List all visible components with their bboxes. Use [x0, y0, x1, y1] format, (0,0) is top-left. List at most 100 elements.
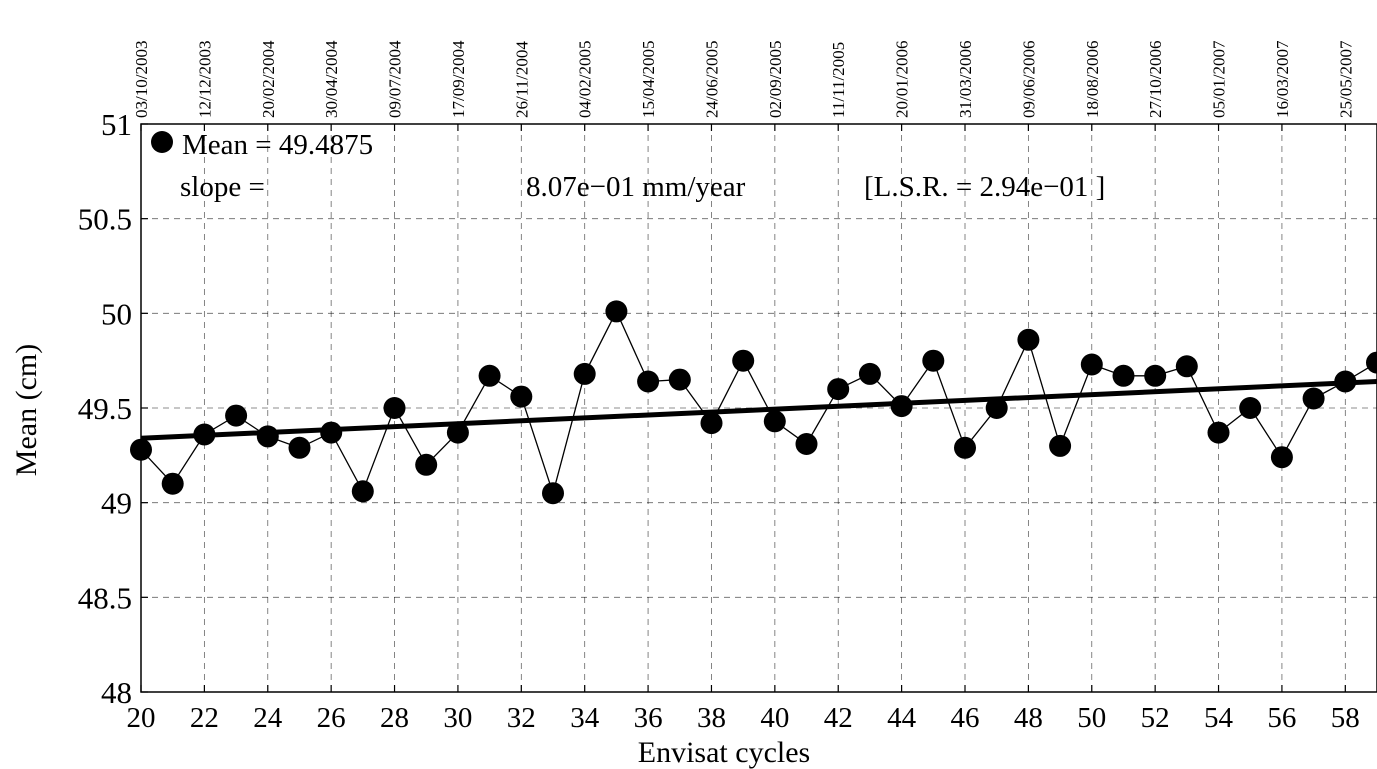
- y-tick-label: 48: [101, 675, 132, 710]
- data-point: [1366, 351, 1377, 374]
- data-point: [320, 421, 343, 444]
- y-tick-label: 49.5: [78, 391, 132, 426]
- x-tick-label: 24: [253, 702, 283, 734]
- top-date-label: 04/02/2005: [576, 41, 595, 118]
- data-point: [1334, 370, 1357, 393]
- data-point: [827, 378, 850, 401]
- top-date-label: 09/07/2004: [386, 40, 405, 118]
- x-tick-label: 22: [190, 702, 219, 734]
- y-axis-title: Mean (cm): [10, 344, 43, 476]
- series: [130, 300, 1377, 505]
- x-tick-label: 34: [570, 702, 600, 734]
- data-point: [446, 421, 469, 444]
- top-date-label: 16/03/2007: [1273, 40, 1292, 118]
- x-tick-label: 30: [443, 702, 472, 734]
- top-date-label: 12/12/2003: [195, 41, 214, 118]
- data-point: [954, 436, 976, 459]
- top-date-label: 03/10/2003: [132, 41, 151, 118]
- data-point: [763, 410, 786, 433]
- data-point: [478, 364, 501, 387]
- data-point: [383, 397, 406, 419]
- y-tick-label: 49: [101, 486, 132, 521]
- top-date-label: 05/01/2007: [1210, 40, 1229, 118]
- data-point: [225, 404, 248, 427]
- top-date-label: 30/04/2004: [322, 40, 341, 118]
- x-tick-label: 46: [951, 702, 980, 734]
- mean-label: Mean = 49.4875: [182, 129, 373, 161]
- y-tick-label: 50.5: [78, 202, 132, 237]
- data-point: [700, 412, 723, 435]
- data-point: [922, 349, 945, 372]
- data-point: [637, 370, 660, 393]
- data-point: [510, 385, 533, 408]
- data-point: [288, 436, 311, 459]
- grid: [141, 124, 1377, 692]
- data-point: [193, 423, 216, 446]
- trend-line: [140, 378, 1377, 441]
- legend-marker: [151, 131, 173, 153]
- data-point: [732, 349, 755, 372]
- data-point: [1144, 364, 1167, 387]
- data-point: [1239, 397, 1262, 419]
- data-point: [858, 362, 881, 385]
- top-date-label: 20/01/2006: [893, 41, 912, 118]
- top-date-label: 11/11/2005: [829, 42, 848, 118]
- data-point: [985, 397, 1008, 419]
- top-date-label: 17/09/2004: [449, 40, 468, 118]
- data-point: [605, 300, 628, 323]
- y-tick-label: 48.5: [78, 580, 132, 615]
- x-tick-label: 58: [1331, 702, 1360, 734]
- data-point: [1080, 353, 1103, 376]
- top-date-label: 31/03/2006: [956, 41, 975, 118]
- x-tick-label: 48: [1014, 702, 1043, 734]
- y-tick-labels: 48 48.5 49 49.5 50 50.5 51: [78, 107, 132, 710]
- top-date-label: 15/04/2005: [639, 41, 658, 118]
- data-point: [890, 395, 913, 418]
- x-tick-label: 50: [1077, 702, 1106, 734]
- data-point: [795, 433, 818, 455]
- top-date-label: 02/09/2005: [766, 41, 785, 118]
- top-date-label: 24/06/2005: [702, 41, 721, 118]
- series-line: [140, 309, 1377, 496]
- annotations: Mean = 49.4875 slope = 8.07e−01 mm/year …: [151, 129, 1105, 203]
- x-tick-label: 42: [824, 702, 853, 734]
- y-tick-label: 50: [101, 296, 132, 331]
- x-tick-label: 26: [317, 702, 346, 734]
- data-point: [256, 425, 279, 448]
- x-tick-label: 28: [380, 702, 409, 734]
- x-tick-label: 44: [887, 702, 917, 734]
- data-point: [1207, 421, 1230, 444]
- top-date-label: 09/06/2006: [1019, 41, 1038, 118]
- x-tick-label: 36: [634, 702, 663, 734]
- x-tick-label: 32: [507, 702, 536, 734]
- slope-label: slope =: [180, 171, 265, 203]
- x-tick-label: 38: [697, 702, 726, 734]
- x-tick-label: 20: [127, 702, 156, 734]
- top-date-label: 20/02/2004: [259, 40, 278, 118]
- data-point: [1049, 434, 1072, 457]
- x-tick-label: 56: [1267, 702, 1296, 734]
- data-point: [415, 453, 438, 476]
- data-point: [542, 482, 564, 505]
- x-tick-label: 40: [760, 702, 789, 734]
- x-tick-labels: 20 22 24 26 28 30 32 34 36 38 40 42 44 46 48 50 52 54 56 58: [127, 702, 1360, 734]
- tick-marks: [140, 123, 1346, 693]
- x-tick-label: 52: [1141, 702, 1170, 734]
- data-point: [1175, 355, 1198, 378]
- data-point: [1302, 387, 1325, 410]
- top-date-labels: 03/10/2003 12/12/2003 20/02/2004 30/04/2004…: [132, 40, 1355, 118]
- top-date-label: 26/11/2004: [512, 41, 531, 118]
- slope-value: 8.07e−01 mm/year: [526, 171, 746, 203]
- x-tick-label: 54: [1204, 702, 1234, 734]
- data-point: [130, 438, 152, 461]
- x-axis-title: Envisat cycles: [638, 736, 810, 769]
- data-point: [668, 368, 691, 391]
- data-point: [1112, 364, 1135, 387]
- data-point: [351, 480, 374, 503]
- data-point: [573, 362, 596, 385]
- top-date-label: 18/08/2006: [1083, 41, 1102, 118]
- data-point: [1017, 328, 1040, 351]
- data-point: [161, 472, 184, 495]
- lsr-label: [L.S.R. = 2.94e−01 ]: [864, 171, 1105, 203]
